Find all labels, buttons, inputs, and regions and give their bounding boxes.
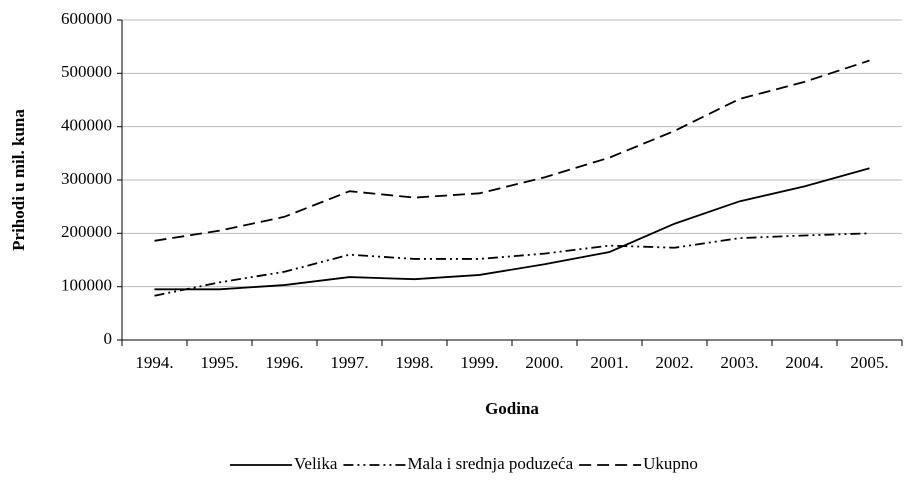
x-tick-label: 2003. [720,353,758,372]
legend-label: Velika [294,454,338,473]
x-tick-label: 2002. [655,353,693,372]
y-tick-label: 100000 [61,276,112,295]
y-tick-label: 600000 [61,9,112,28]
x-tick-label: 2005. [850,353,888,372]
x-axis-title: Godina [485,399,539,418]
y-tick-label: 400000 [61,116,112,135]
y-tick-label: 500000 [61,62,112,81]
x-tick-label: 1997. [330,353,368,372]
y-tick-label: 200000 [61,222,112,241]
y-tick-label: 300000 [61,169,112,188]
x-tick-label: 1995. [200,353,238,372]
line-series [154,59,870,242]
x-tick-label: 2000. [525,353,563,372]
line-series [154,167,870,291]
x-tick-label: 2001. [590,353,628,372]
x-tick-label: 2004. [785,353,823,372]
legend-label: Mala i srednja poduzeća [407,454,573,473]
line-series [154,232,870,297]
x-tick-label: 1998. [395,353,433,372]
x-tick-label: 1996. [265,353,303,372]
y-axis-title: Prihodi u mil. kuna [9,109,28,251]
y-tick-label: 0 [104,329,113,348]
x-tick-label: 1999. [460,353,498,372]
x-tick-label: 1994. [135,353,173,372]
legend-label: Ukupno [643,454,698,473]
